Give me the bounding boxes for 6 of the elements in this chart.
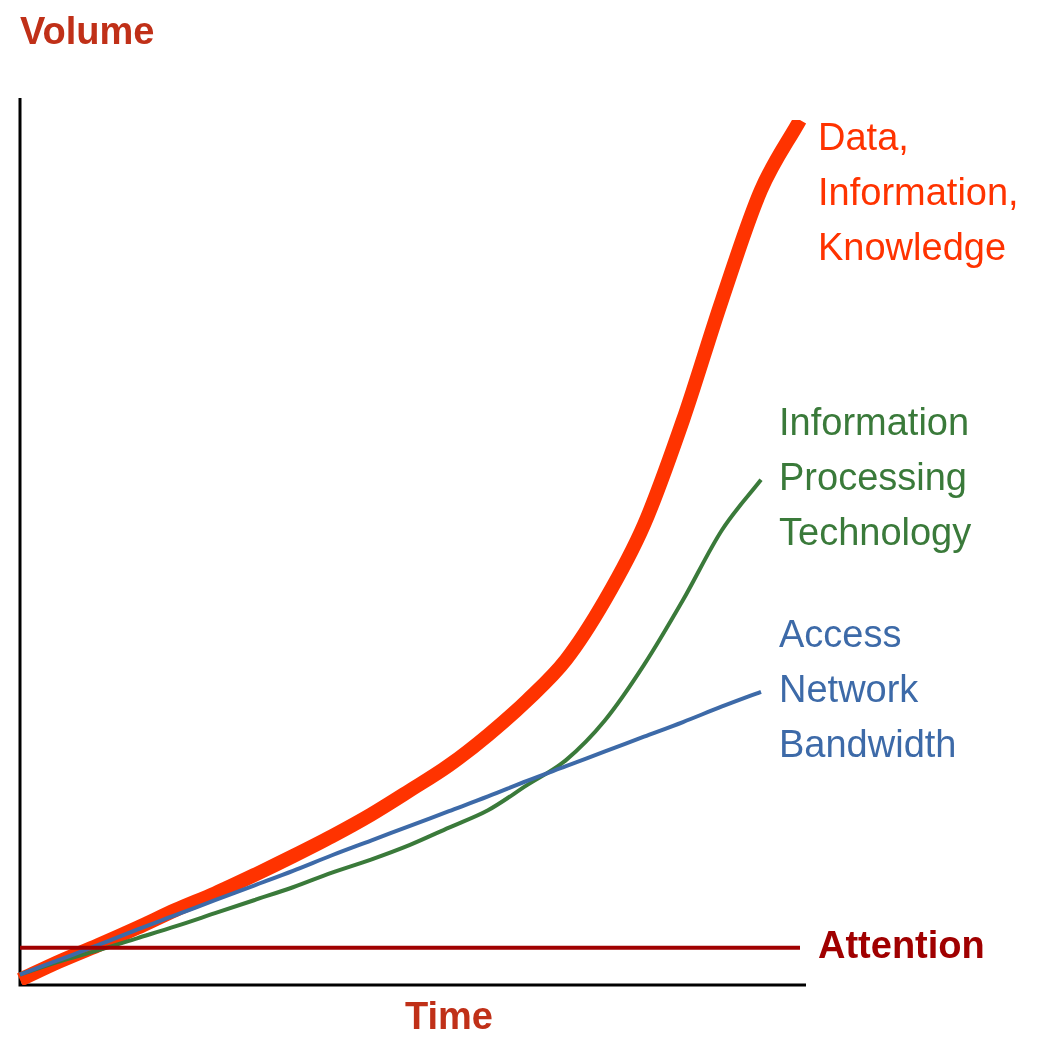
x-axis-title: Time <box>405 995 494 1038</box>
series-label: Attention <box>818 924 985 967</box>
chart-title: Volume <box>20 10 155 53</box>
series-label: Information Processing Technology <box>779 401 972 554</box>
series-label: Access Network Bandwidth <box>779 613 957 766</box>
series-label: Data, Information, Knowledge <box>818 116 1019 269</box>
